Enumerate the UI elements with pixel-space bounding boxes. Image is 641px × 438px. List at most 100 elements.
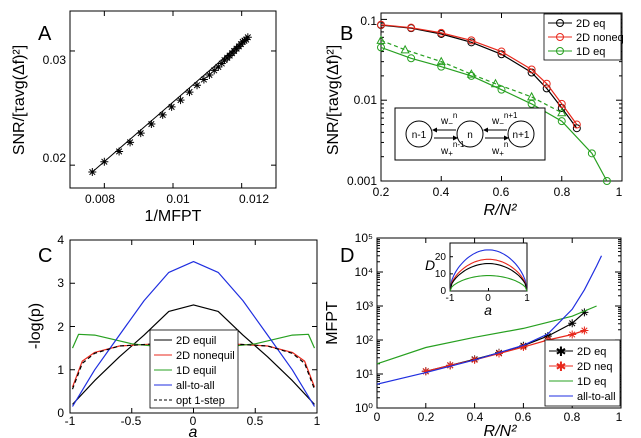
legend-d-2d-eq-marker: ✱: [556, 344, 567, 359]
inset-curve-3: [449, 275, 528, 292]
rate-bottom-1-sym: w: [440, 146, 449, 157]
panel-d-xtick-3: 0.6: [515, 410, 532, 424]
a-point-15: [217, 59, 226, 68]
d-series-all-to-all-line: [376, 255, 603, 385]
d-series-2d-eq-point-7: [580, 308, 589, 317]
panel-a-ticks: [70, 11, 276, 188]
legend-opt-1-step-label: opt 1-step: [176, 395, 225, 407]
legend-1d-equil-label: 1D equil: [176, 365, 216, 377]
node-n-label: n: [467, 130, 473, 141]
panel-a-ytick-1: 0.03: [43, 53, 67, 67]
legend-d-all-to-all-label: all-to-all: [577, 391, 616, 403]
b-series-1d-eq-point-6: [557, 117, 566, 126]
panel-d-ytick-4: 10⁴: [354, 265, 373, 279]
b-series-2d-noneq-point-5: [527, 65, 536, 74]
d-series-2d-neq-point-6: [568, 330, 577, 339]
b-series-2d-eq-point-8: [572, 124, 581, 133]
a-point-9: [185, 88, 194, 97]
inset-xtick-2: 1: [524, 293, 530, 304]
panel-c-ylabel: -log(p): [27, 303, 44, 349]
b-series-2d-noneq-line: [380, 24, 578, 125]
panel-d-ytick-5: 10⁵: [355, 231, 373, 245]
a-point-7: [167, 102, 176, 111]
panel-a-ylabel: SNR/[τavg(Δf)²]: [11, 45, 28, 155]
arrowhead-right-2: [504, 135, 509, 141]
b-series-1d-triangle-point-3: [466, 69, 477, 78]
inset-curve-1: [449, 258, 528, 292]
panel-d-xtick-1: 0.2: [418, 410, 435, 424]
panel-d-xtick-4: 0.8: [564, 410, 581, 424]
a-point-4: [136, 129, 145, 138]
panel-c: C -1 -0.5 0 0.5 1 0 1 2 3 4 a -log(p) 2D…: [27, 233, 321, 438]
legend-1d-eq-marker: [556, 47, 564, 55]
rate-top-1-sym: w: [440, 116, 449, 127]
legend-d-1d-eq-label: 1D eq: [577, 376, 606, 388]
d-series-2d-neq-point-3: [495, 349, 503, 358]
b-series-2d-noneq-point-0: [377, 20, 385, 29]
panel-b-xtick-3: 0.8: [554, 185, 571, 199]
b-series-1d-triangle-point-2: [436, 56, 446, 66]
a-point-13: [210, 66, 219, 75]
rate-bottom-1-sup: n-1: [453, 140, 465, 149]
rate-top-2: w−n+1: [491, 111, 518, 128]
panel-d-xtick-0: 0: [374, 410, 381, 424]
panel-b-ytick-1: 0.01: [354, 93, 378, 107]
panel-c-xtick-1: -0.5: [121, 414, 142, 428]
b-series-1d-eq-point-0: [377, 43, 385, 52]
b-series-1d-eq-point-7: [587, 149, 596, 158]
b-series-2d-noneq-point-3: [467, 36, 476, 45]
rate-top-2-sup: n+1: [504, 111, 518, 120]
c-series-all-to-all: [71, 261, 316, 407]
panel-d-ytick-3: 10³: [356, 299, 373, 313]
legend-2d-noneq-marker: [556, 33, 564, 41]
node-n-minus-1: [405, 120, 433, 148]
panel-c-xtick-2: 0: [190, 414, 197, 428]
b-series-2d-noneq-point-6: [542, 79, 551, 88]
arrowhead-left-2: [483, 127, 488, 133]
rate-bottom-2-sup: n: [504, 140, 508, 149]
panel-c-ytick-4: 4: [57, 233, 64, 247]
inset-frame: [449, 242, 528, 292]
d-series-2d-eq-point-6: [568, 319, 577, 328]
panel-b-xtick-4: 1: [616, 185, 623, 199]
a-point-11: [199, 75, 208, 84]
d-series-2d-neq-point-4: [519, 343, 528, 352]
node-n: [456, 120, 484, 148]
inset-xlabel: a: [484, 302, 492, 318]
panel-b-ytick-0: 0.001: [347, 174, 377, 188]
b-series-1d-triangle-point-6: [557, 107, 567, 117]
panel-d-ylabel: MFPT: [324, 301, 341, 345]
panel-d-letter: D: [340, 245, 354, 267]
legend-d-2d-eq-label: 2D eq: [577, 346, 606, 358]
b-series-1d-triangle-point-4: [490, 78, 501, 88]
b-series-2d-eq-line: [380, 24, 578, 129]
panel-c-letter: C: [38, 245, 52, 267]
rate-top-1: w−n: [440, 111, 457, 128]
c-series-opt-1-step: [71, 343, 316, 390]
panel-d-ytick-2: 10²: [356, 333, 373, 347]
panel-d-data: [376, 255, 603, 385]
arrowhead-left-1: [432, 127, 437, 133]
panel-d-ytick-0: 10⁰: [355, 401, 373, 415]
legend-2d-eq-marker: [556, 19, 564, 27]
inset-curve-0: [449, 249, 528, 292]
b-series-1d-eq-point-1: [407, 54, 416, 63]
b-series-2d-noneq-point-2: [437, 28, 446, 37]
node-n-minus-1-label: n-1: [412, 130, 427, 141]
panel-c-ytick-0: 0: [57, 406, 64, 420]
panel-b-xtick-2: 0.6: [493, 185, 510, 199]
inset-ytick-1: 10: [435, 269, 447, 280]
b-series-2d-noneq-point-8: [572, 120, 581, 129]
legend-2d-eq-label: 2D eq: [576, 18, 605, 30]
panel-a-letter: A: [38, 23, 52, 45]
a-point-14: [214, 62, 223, 71]
a-point-1: [100, 157, 109, 166]
b-series-1d-eq-point-2: [437, 62, 446, 71]
node-n-plus-1-label: n+1: [513, 130, 530, 141]
a-point-5: [147, 120, 156, 129]
panel-c-xtick-4: 1: [314, 414, 321, 428]
panel-a-xtick-0: 0.008: [85, 192, 115, 206]
legend-1d-eq-label: 1D eq: [576, 46, 605, 58]
panel-a-data: [88, 33, 252, 177]
panel-a-xtick-1: 0.01: [166, 192, 190, 206]
